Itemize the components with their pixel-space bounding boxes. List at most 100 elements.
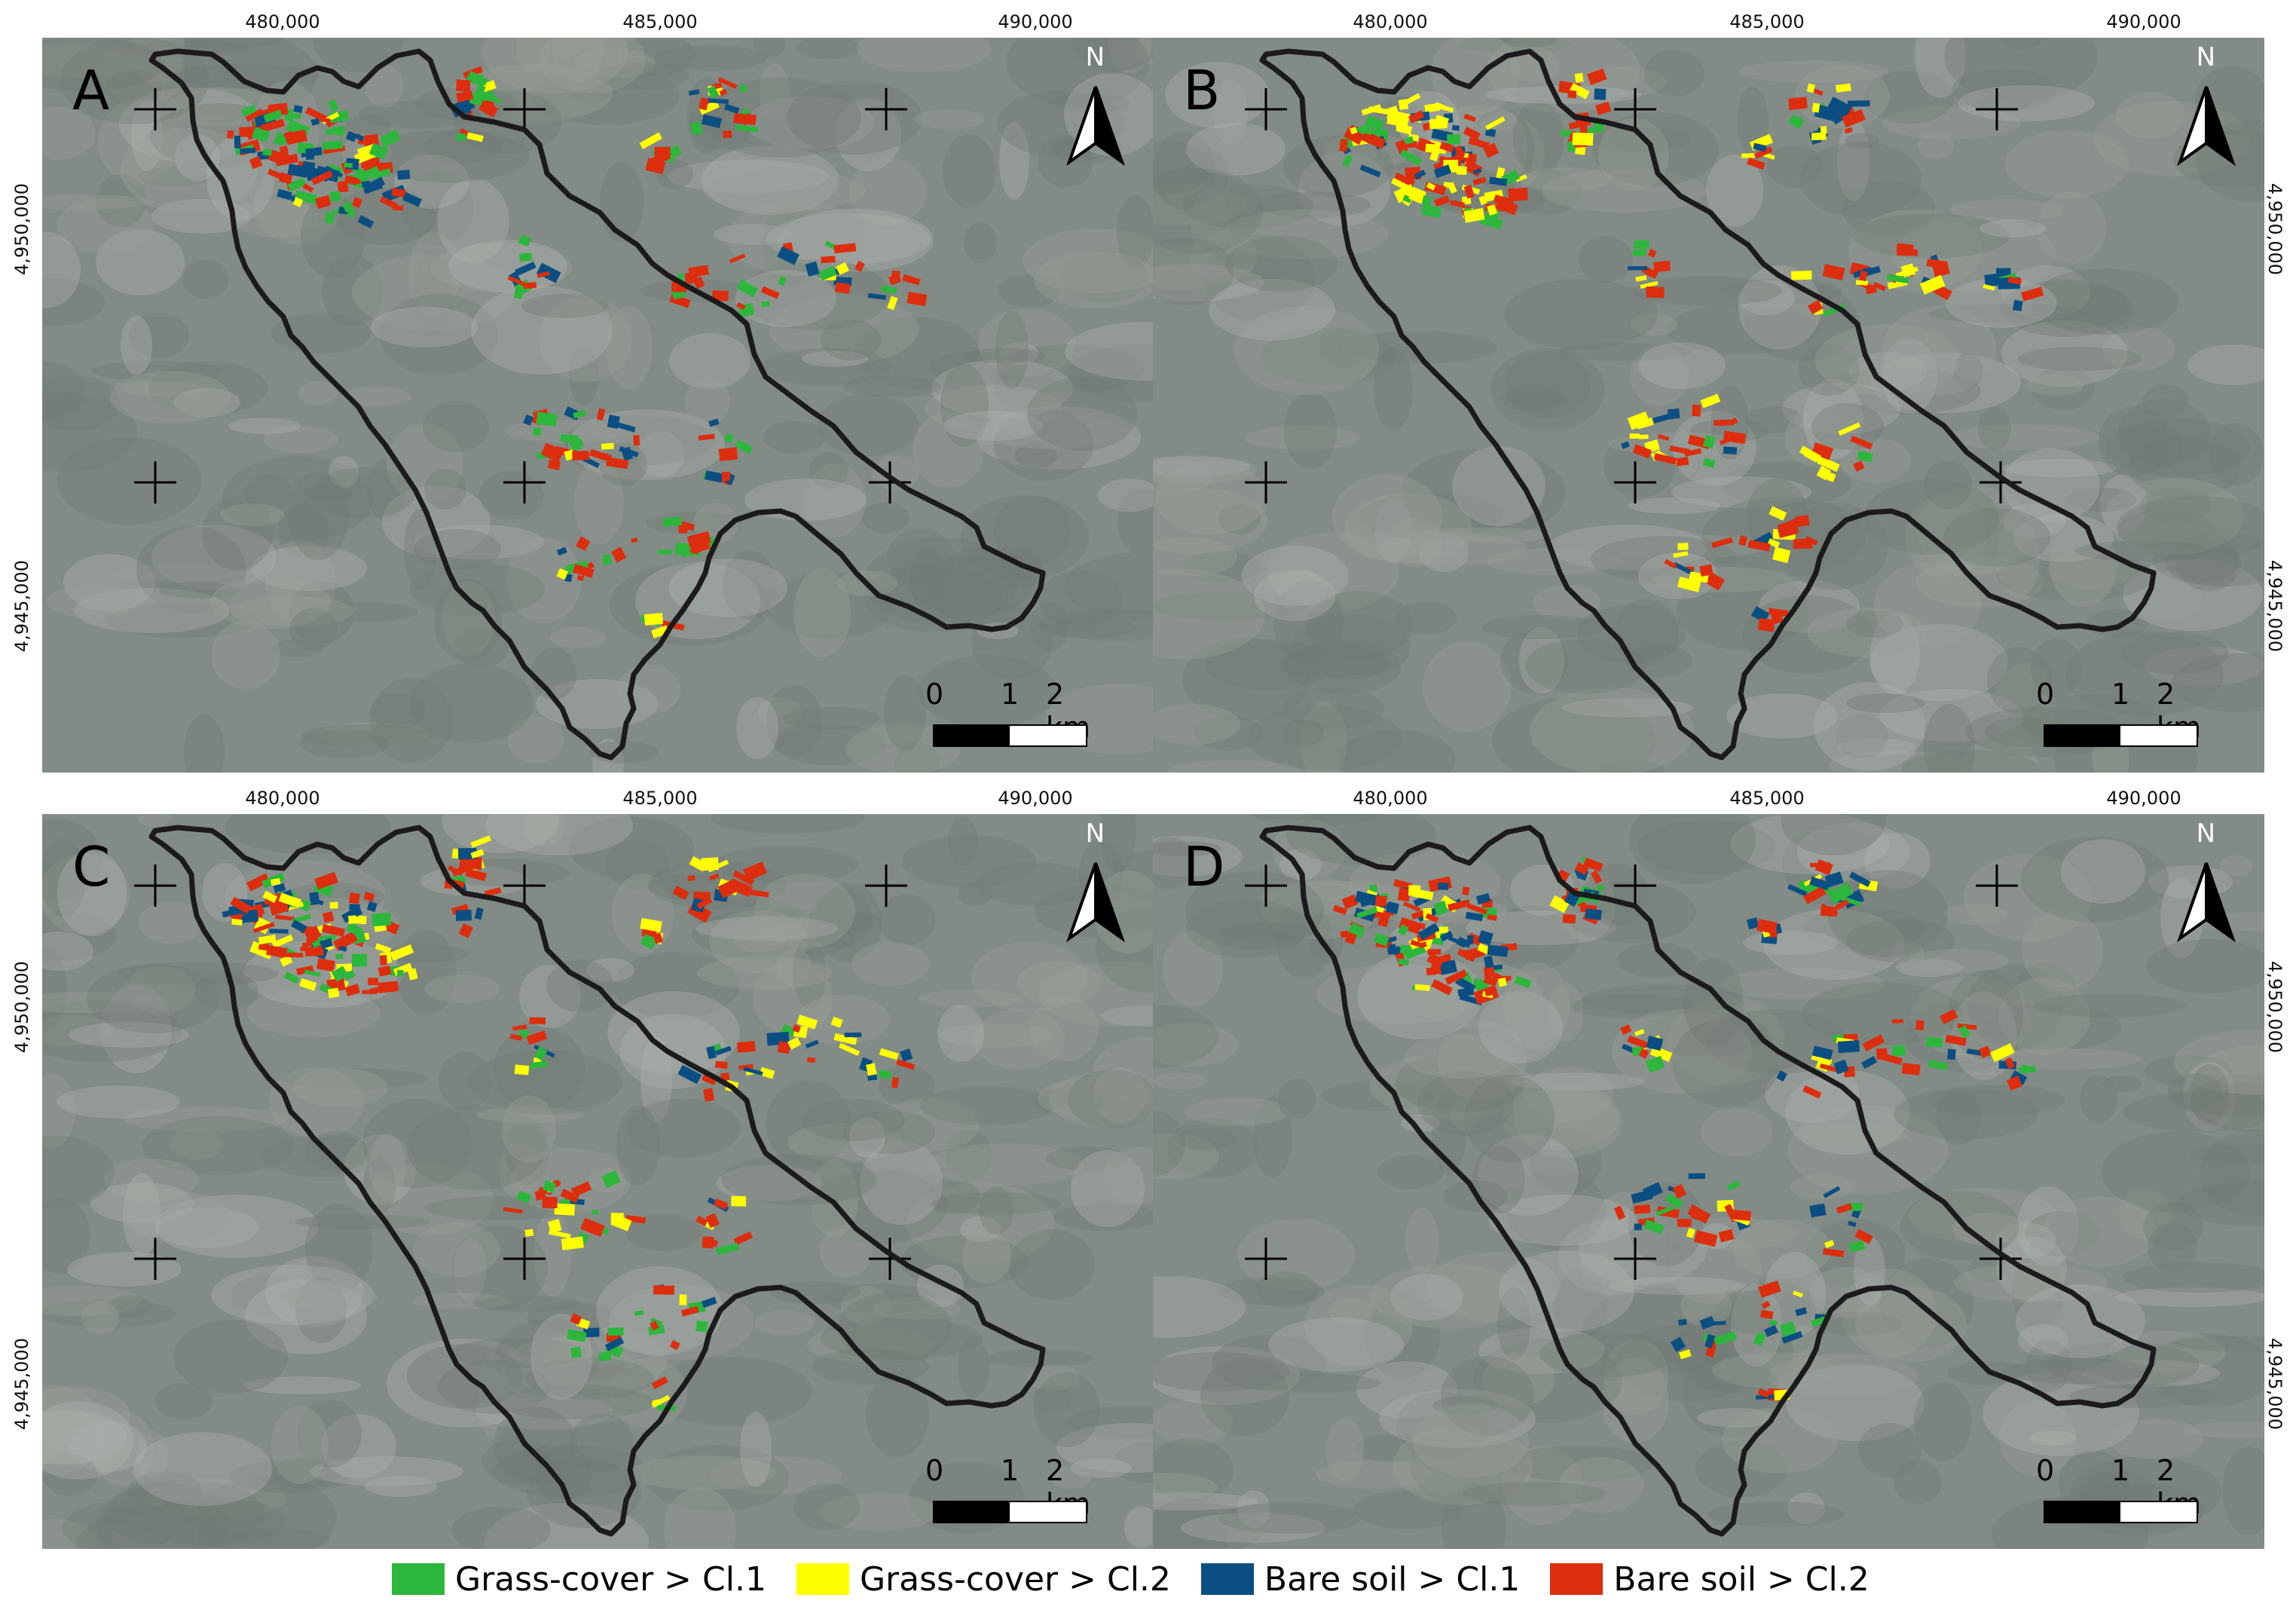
parcel bbox=[1677, 543, 1689, 550]
terrain-texture bbox=[170, 1128, 223, 1160]
terrain-texture bbox=[2065, 631, 2224, 717]
parcel bbox=[347, 915, 357, 925]
terrain-texture bbox=[1034, 1372, 1100, 1447]
parcel bbox=[507, 275, 525, 286]
terrain-texture bbox=[159, 582, 236, 598]
terrain-texture bbox=[843, 1110, 935, 1154]
terrain-texture bbox=[1027, 377, 1137, 451]
parcel bbox=[1339, 139, 1348, 152]
terrain-texture bbox=[1987, 647, 2052, 715]
terrain-texture bbox=[1431, 38, 1520, 115]
terrain-texture bbox=[211, 621, 280, 689]
terrain-texture bbox=[753, 38, 786, 58]
terrain-texture bbox=[174, 388, 240, 417]
parcel bbox=[1418, 941, 1427, 949]
terrain-texture bbox=[596, 63, 689, 90]
terrain-texture bbox=[550, 627, 606, 648]
terrain-texture bbox=[2021, 837, 2169, 923]
terrain-texture bbox=[606, 306, 653, 389]
terrain-texture bbox=[842, 376, 942, 397]
grid-crosshair bbox=[134, 1238, 176, 1280]
terrain-texture bbox=[1068, 1070, 1154, 1128]
terrain-texture bbox=[1640, 1012, 1769, 1057]
terrain-texture bbox=[762, 348, 891, 386]
terrain-texture bbox=[664, 1487, 736, 1549]
parcel bbox=[723, 433, 735, 444]
terrain-texture bbox=[2118, 399, 2210, 467]
parcel bbox=[322, 140, 343, 151]
panel-label: A bbox=[72, 59, 110, 122]
terrain-texture bbox=[2128, 436, 2241, 500]
parcel bbox=[1860, 1055, 1878, 1070]
terrain-texture bbox=[42, 231, 81, 308]
parcel bbox=[1769, 1319, 1778, 1327]
parcel bbox=[1817, 455, 1840, 473]
terrain-texture bbox=[1197, 150, 1228, 201]
parcel bbox=[732, 870, 755, 886]
terrain-texture bbox=[1049, 1073, 1154, 1127]
terrain-texture bbox=[413, 253, 454, 337]
terrain-texture bbox=[1701, 1108, 1773, 1156]
terrain-texture bbox=[1153, 183, 1247, 225]
terrain-texture bbox=[1807, 608, 1928, 657]
parcel bbox=[601, 442, 614, 450]
terrain-texture bbox=[1882, 106, 2021, 139]
terrain-texture bbox=[57, 437, 202, 525]
terrain-texture bbox=[1357, 952, 1482, 1039]
terrain-texture bbox=[787, 1123, 902, 1162]
terrain-texture bbox=[931, 1192, 1061, 1215]
terrain-texture bbox=[1995, 1223, 2056, 1259]
parcel bbox=[867, 1074, 878, 1081]
terrain-texture bbox=[414, 525, 544, 559]
parcel bbox=[1806, 83, 1815, 93]
terrain-texture bbox=[106, 69, 162, 107]
parcel bbox=[1835, 898, 1850, 911]
terrain-texture bbox=[1683, 958, 1744, 1047]
parcel bbox=[1628, 266, 1648, 271]
parcel bbox=[705, 1213, 720, 1229]
parcel bbox=[362, 990, 378, 994]
grid-crosshair bbox=[1614, 1238, 1656, 1280]
terrain-texture bbox=[1781, 814, 1886, 855]
terrain-texture bbox=[112, 1514, 199, 1549]
terrain-texture bbox=[493, 1445, 648, 1498]
terrain-texture bbox=[539, 296, 632, 382]
terrain-texture bbox=[76, 1505, 233, 1549]
terrain-texture bbox=[1917, 486, 2033, 575]
terrain-texture bbox=[609, 1284, 754, 1360]
terrain-texture bbox=[63, 554, 155, 611]
terrain-texture bbox=[1189, 231, 1257, 283]
terrain-texture bbox=[42, 992, 168, 1013]
grid-crosshair bbox=[1614, 865, 1656, 907]
parcel bbox=[1398, 958, 1409, 966]
parcel bbox=[397, 170, 411, 180]
terrain-texture bbox=[42, 1385, 107, 1474]
terrain-texture bbox=[820, 1318, 983, 1360]
terrain-texture bbox=[485, 814, 633, 855]
parcel bbox=[1859, 270, 1868, 282]
parcel bbox=[2013, 299, 2023, 311]
terrain-texture bbox=[640, 1036, 672, 1122]
terrain-texture bbox=[295, 1214, 430, 1229]
parcel bbox=[580, 1217, 605, 1238]
terrain-texture bbox=[1015, 442, 1057, 469]
terrain-texture bbox=[958, 1336, 989, 1398]
parcel bbox=[1386, 935, 1398, 944]
terrain-texture bbox=[2120, 632, 2229, 675]
parcel bbox=[672, 886, 689, 901]
terrain-texture bbox=[1506, 1170, 1606, 1250]
terrain-texture bbox=[142, 1116, 295, 1175]
terrain-texture bbox=[1245, 426, 1361, 450]
parcel bbox=[1448, 899, 1471, 911]
terrain-texture bbox=[1948, 970, 2023, 1059]
parcel bbox=[1836, 1203, 1853, 1214]
terrain-texture bbox=[104, 1158, 197, 1202]
parcel bbox=[650, 1321, 659, 1331]
terrain-texture bbox=[1960, 736, 2040, 773]
terrain-texture bbox=[1356, 1361, 1457, 1419]
terrain-texture bbox=[297, 1400, 362, 1468]
parcel bbox=[533, 427, 542, 436]
terrain-texture bbox=[369, 1134, 405, 1200]
parcel bbox=[896, 1059, 916, 1070]
terrain-texture bbox=[96, 1483, 229, 1549]
